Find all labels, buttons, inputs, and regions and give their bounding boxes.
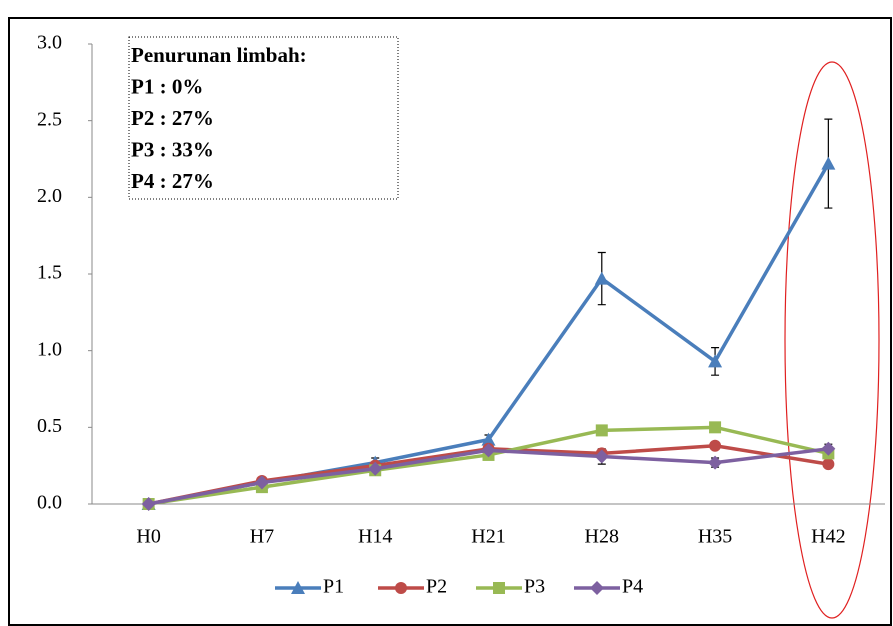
data-point [594, 449, 609, 464]
annotation-line: Penurunan limbah: [131, 43, 307, 67]
annotation-line: P2 : 27% [131, 106, 214, 130]
frame [8, 17, 892, 626]
data-point [254, 475, 269, 490]
y-tick-label: 2.0 [37, 185, 62, 207]
x-tick-label: H7 [250, 526, 274, 548]
data-point [595, 424, 608, 437]
x-tick-label: H0 [136, 526, 160, 548]
data-point [821, 441, 836, 456]
annotation-line: P4 : 27% [131, 169, 214, 193]
data-point [141, 497, 156, 511]
x-tick-label: H21 [471, 526, 505, 548]
legend-marker [395, 582, 407, 594]
data-point [821, 156, 836, 170]
x-tick-label: H35 [698, 526, 732, 548]
data-point [822, 458, 835, 471]
legend-marker [291, 581, 305, 594]
legend-label: P3 [524, 576, 545, 598]
data-point [481, 443, 496, 458]
data-point [481, 432, 496, 446]
x-tick-label: H14 [358, 526, 392, 548]
y-tick-label: 0.5 [37, 415, 62, 437]
y-tick-label: 1.5 [37, 262, 62, 284]
annotation-box [128, 36, 399, 200]
legend-marker [493, 582, 505, 594]
legend-label: P2 [426, 576, 447, 598]
x-tick-label: H42 [811, 526, 845, 548]
y-tick-label: 0.0 [37, 492, 62, 514]
data-point [594, 271, 609, 285]
annotation-line: P1 : 0% [131, 74, 203, 98]
annotation-line: P3 : 33% [131, 137, 214, 161]
legend-label: P4 [622, 576, 643, 598]
data-point [368, 461, 383, 476]
highlight-ellipse [784, 61, 880, 619]
y-tick-label: 1.0 [37, 338, 62, 360]
legend-label: P1 [323, 576, 344, 598]
data-point [708, 455, 723, 470]
data-point [709, 439, 722, 452]
y-tick-label: 2.5 [37, 108, 62, 130]
legend-marker [590, 581, 604, 595]
x-tick-label: H28 [585, 526, 619, 548]
y-tick-label: 3.0 [37, 32, 62, 54]
data-point [708, 354, 723, 368]
data-point [709, 421, 722, 434]
